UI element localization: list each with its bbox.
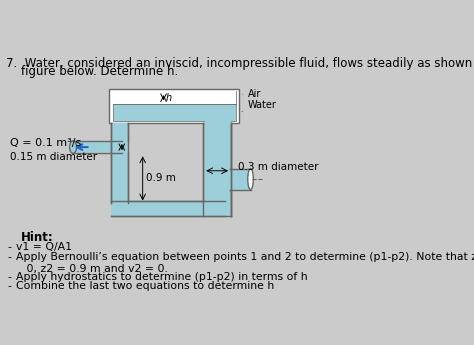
Polygon shape — [111, 108, 224, 216]
Bar — [205, 121, 231, 125]
Bar — [71, 142, 122, 152]
Text: Apply Bernoulli’s equation between points 1 and 2 to determine (p1-p2). Note tha: Apply Bernoulli’s equation between point… — [16, 252, 474, 274]
Polygon shape — [111, 124, 231, 216]
Bar — [111, 201, 217, 216]
Bar — [113, 91, 236, 121]
Bar — [205, 124, 230, 216]
Ellipse shape — [70, 141, 77, 154]
Text: Air: Air — [242, 89, 261, 99]
Text: -: - — [7, 272, 11, 282]
Text: 0.15 m diameter: 0.15 m diameter — [10, 152, 98, 162]
Bar — [230, 169, 251, 189]
Bar — [113, 91, 236, 104]
Bar — [113, 124, 127, 204]
Ellipse shape — [248, 169, 253, 189]
Text: Apply hydrostatics to determine (p1-p2) in terms of h: Apply hydrostatics to determine (p1-p2) … — [16, 272, 308, 282]
Text: Hint:: Hint: — [21, 231, 54, 244]
Bar — [109, 89, 239, 124]
Text: v1 = Q/A1: v1 = Q/A1 — [16, 243, 72, 253]
Text: 0.3 m diameter: 0.3 m diameter — [238, 162, 319, 172]
Text: figure below. Determine h.: figure below. Determine h. — [6, 65, 178, 78]
Text: -: - — [7, 282, 11, 292]
Text: 7.  Water, considered an inviscid, incompressible fluid, flows steadily as shown: 7. Water, considered an inviscid, incomp… — [6, 57, 474, 70]
Text: Q = 0.1 m³/s: Q = 0.1 m³/s — [10, 138, 82, 148]
Text: -: - — [7, 252, 11, 262]
Text: Combine the last two equations to determine h: Combine the last two equations to determ… — [16, 282, 274, 292]
Text: -: - — [7, 243, 11, 253]
Text: 0.9 m: 0.9 m — [146, 174, 176, 184]
Text: Water: Water — [242, 100, 277, 111]
Text: h: h — [165, 93, 172, 103]
